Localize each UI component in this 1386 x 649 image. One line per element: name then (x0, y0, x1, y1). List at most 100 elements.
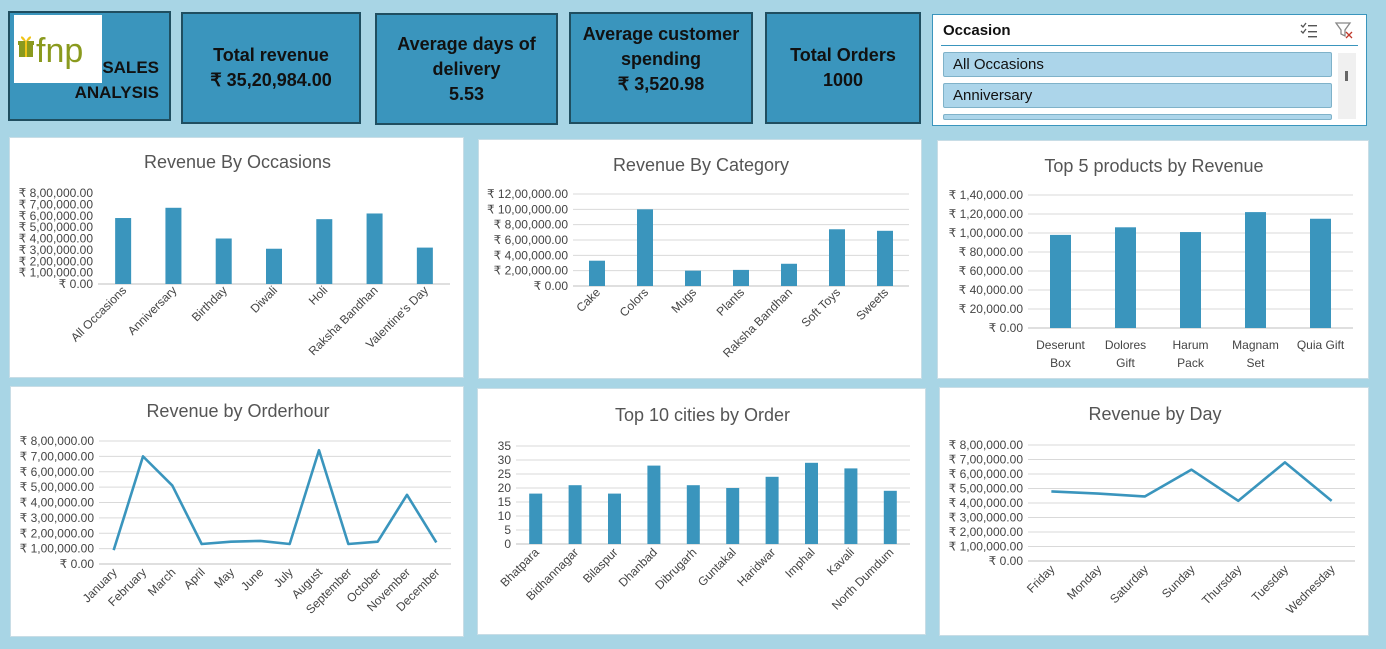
bar (637, 209, 653, 286)
x-tick-label: Pack (1177, 356, 1205, 370)
y-tick-label: ₹ 40,000.00 (959, 283, 1024, 297)
chart-title: Revenue By Occasions (144, 152, 331, 172)
bar (1180, 232, 1201, 328)
bar (877, 230, 893, 286)
y-tick-label: 25 (498, 467, 512, 481)
x-tick-label: Magnam (1232, 338, 1279, 352)
bar (883, 490, 897, 544)
y-tick-label: ₹ 1,40,000.00 (949, 188, 1024, 202)
y-tick-label: ₹ 3,00,000.00 (19, 243, 94, 257)
y-tick-label: ₹ 0.00 (989, 554, 1024, 568)
kpi-value: ₹ 35,20,984.00 (210, 70, 332, 90)
y-tick-label: ₹ 8,00,000.00 (949, 438, 1024, 452)
chart-revenue-by-orderhour: Revenue by Orderhour ₹ 0.00 ₹ 1,00,000.00 ₹… (10, 386, 464, 637)
y-tick-label: ₹ 1,00,000.00 (949, 226, 1024, 240)
chart-revenue-by-occasions: Revenue By Occasions ₹ 0.00 ₹ 1,00,000.00 ₹… (9, 137, 464, 378)
x-tick-label: Soft Toys (798, 285, 843, 330)
y-tick-label: ₹ 8,00,000.00 (20, 434, 95, 448)
bar (608, 493, 621, 544)
kpi-label: Average customer spending (582, 24, 740, 69)
x-tick-label: Mugs (668, 285, 699, 316)
chart-svg: Revenue by Orderhour ₹ 0.00₹ 1,00,000.00 ₹… (20, 401, 451, 617)
x-tick-label: Dolores (1105, 338, 1146, 352)
logo-card: fnp SALES ANALYSIS (8, 11, 171, 121)
y-tick-label: ₹ 2,00,000.00 (949, 525, 1024, 539)
kpi-label: Total Orders (790, 45, 896, 65)
chart-title: Revenue By Category (613, 155, 789, 175)
bar (165, 207, 182, 284)
y-tick-label: 0 (504, 537, 511, 551)
bar (1115, 227, 1136, 328)
bar (844, 468, 858, 544)
x-tick-label: Gift (1116, 356, 1135, 370)
y-tick-label: ₹ 5,00,000.00 (949, 482, 1024, 496)
bar (685, 270, 701, 286)
bar (589, 260, 605, 286)
bar (568, 485, 582, 544)
y-tick-label: ₹ 20,000.00 (959, 302, 1024, 316)
kpi-label: Total revenue (213, 45, 329, 65)
y-tick-label: ₹ 2,00,000.00 (19, 254, 94, 268)
multi-select-icon[interactable] (1299, 21, 1319, 39)
y-tick-label: ₹ 0.00 (59, 277, 94, 291)
y-tick-label: ₹ 4,00,000.00 (20, 496, 95, 510)
x-tick-label: Tuesday (1249, 562, 1291, 604)
y-tick-label: ₹ 2,00,000.00 (20, 526, 95, 540)
y-tick-label: ₹ 1,00,000.00 (949, 540, 1024, 554)
slicer-item-partial[interactable] (943, 114, 1332, 120)
y-tick-label: ₹ 3,00,000.00 (20, 511, 95, 525)
slicer-item-all-occasions[interactable]: All Occasions (943, 52, 1332, 77)
kpi-value: 1000 (822, 70, 864, 90)
occasion-slicer[interactable]: Occasion All Occasions Anniversary (932, 14, 1367, 126)
y-tick-label: ₹ 1,00,000.00 (20, 542, 95, 556)
chart-top5-products: Top 5 products by Revenue ₹ 0.00 ₹ 20,000.… (937, 140, 1369, 379)
x-tick-label: Quia Gift (1297, 338, 1345, 352)
x-tick-label: Colors (617, 285, 651, 319)
kpi-average-delivery-days: Average days of delivery 5.53 (375, 13, 558, 125)
bar (686, 485, 700, 544)
x-tick-label: Harum (1172, 338, 1208, 352)
x-tick-label: Birthday (189, 283, 230, 324)
x-tick-label: Anniversary (125, 283, 180, 338)
x-tick-label: Monday (1064, 562, 1104, 602)
x-tick-label: Holi (306, 283, 331, 308)
y-tick-label: ₹ 1,00,000.00 (19, 266, 94, 280)
gift-icon (18, 36, 34, 57)
chart-title: Top 10 cities by Order (615, 405, 790, 425)
y-tick-label: ₹ 6,00,000.00 (19, 209, 94, 223)
scrollbar-thumb[interactable] (1345, 71, 1348, 81)
kpi-label: Average days of delivery (397, 33, 536, 79)
y-tick-label: ₹ 0.00 (989, 321, 1024, 335)
bar (781, 263, 797, 286)
y-tick-label: ₹ 8,00,000.00 (19, 186, 94, 200)
y-tick-label: 20 (498, 481, 512, 495)
y-tick-label: ₹ 4,00,000.00 (949, 496, 1024, 510)
chart-title: Top 5 products by Revenue (1044, 156, 1263, 176)
slicer-item-anniversary[interactable]: Anniversary (943, 83, 1332, 108)
bar (647, 465, 661, 544)
x-tick-label: June (238, 565, 267, 594)
x-tick-label: Imphal (782, 545, 817, 580)
logo-wordmark: fnp (36, 32, 83, 70)
y-tick-label: ₹ 60,000.00 (959, 264, 1024, 278)
x-tick-label: Sunday (1159, 562, 1198, 601)
x-tick-label: Box (1050, 356, 1071, 370)
chart-svg: Revenue By Category ₹ 0.00₹ 2,00,000.00 ₹ … (487, 155, 909, 360)
x-tick-label: Guntakal (695, 545, 739, 589)
x-tick-label: All Occasions (68, 283, 129, 344)
series-line (1051, 461, 1333, 503)
bar (726, 488, 740, 544)
series-line (112, 448, 438, 551)
slicer-title: Occasion (943, 22, 1011, 39)
y-tick-label: ₹ 7,00,000.00 (949, 453, 1024, 467)
x-tick-label: Sweets (853, 285, 891, 323)
bar (366, 213, 383, 284)
y-tick-label: ₹ 6,00,000.00 (949, 467, 1024, 481)
y-tick-label: 35 (498, 439, 512, 453)
slicer-scrollbar[interactable] (1338, 53, 1356, 119)
x-tick-label: July (271, 565, 296, 590)
y-tick-label: ₹ 0.00 (534, 279, 569, 293)
clear-filter-icon[interactable] (1334, 21, 1354, 39)
x-tick-label: Cake (573, 285, 603, 315)
y-tick-label: ₹ 6,00,000.00 (20, 465, 95, 479)
